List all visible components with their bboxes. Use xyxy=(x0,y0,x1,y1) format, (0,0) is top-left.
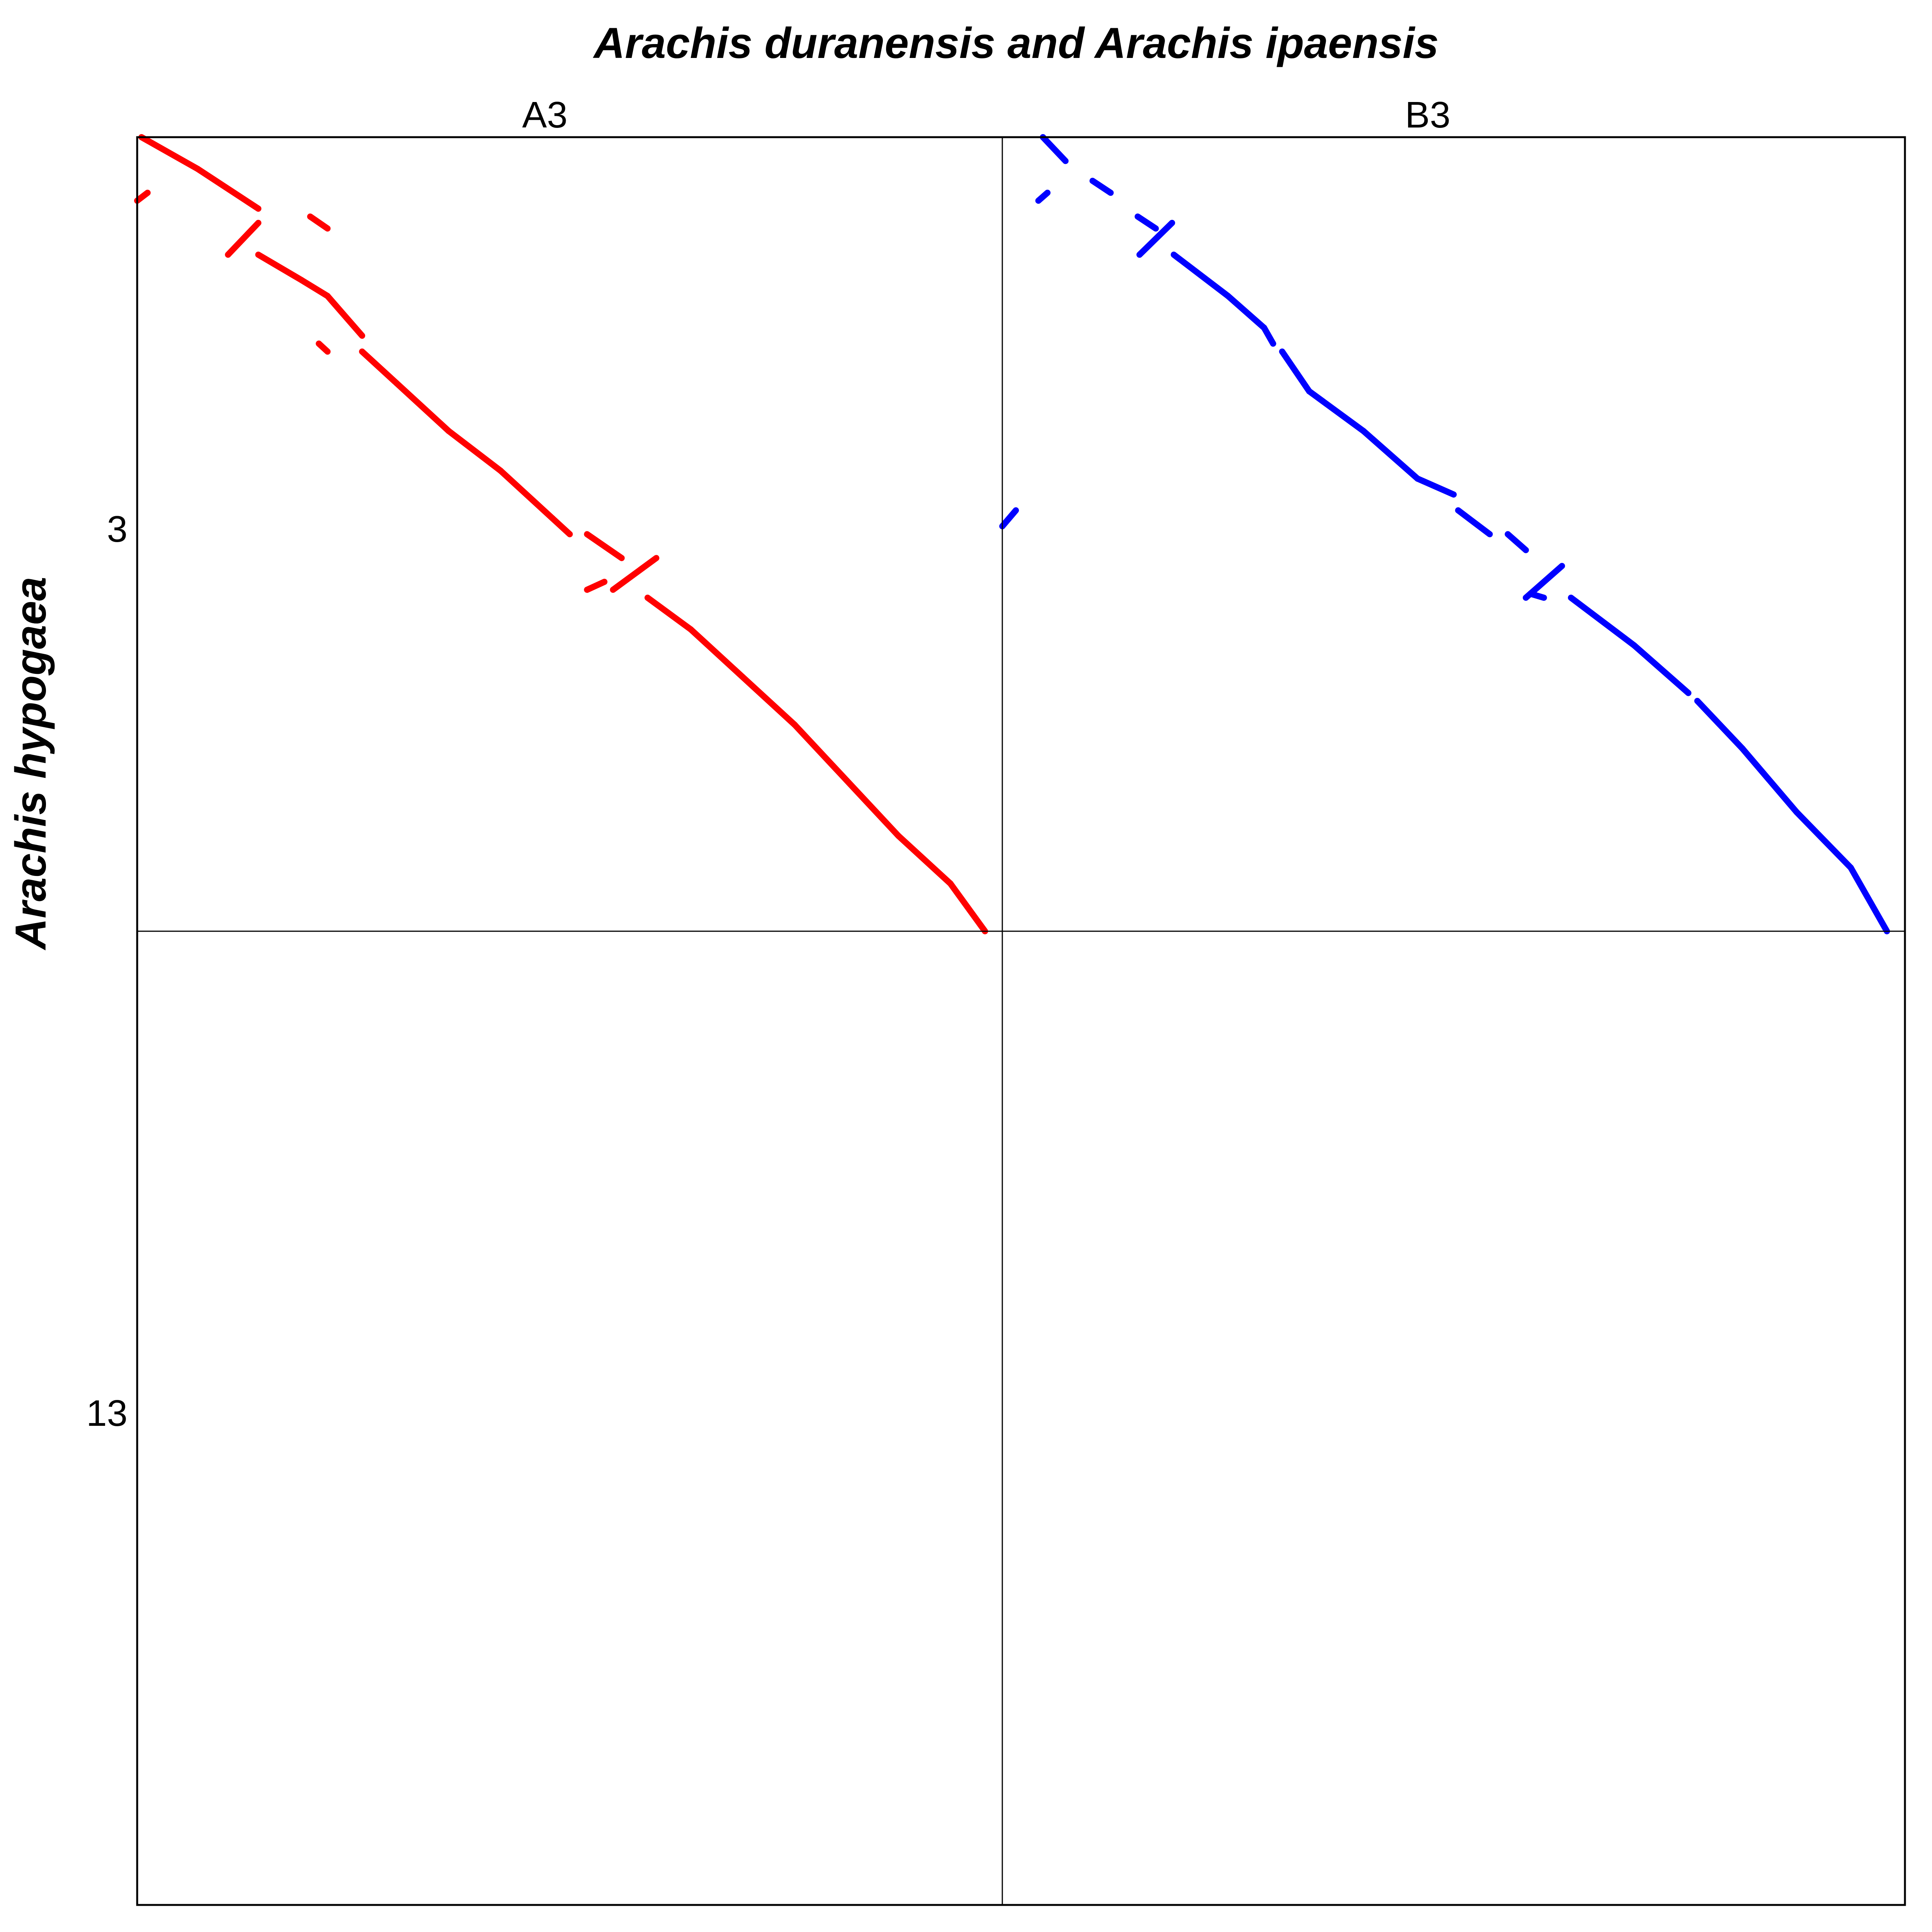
alignment-segment-b3-5 xyxy=(1170,252,1231,299)
alignment-segment-a3-11 xyxy=(446,428,504,474)
alignment-segment-b3-13 xyxy=(1505,531,1529,553)
alignment-segment-a3-10 xyxy=(393,380,452,434)
alignment-segment-a3-2 xyxy=(134,189,151,204)
alignment-segment-a3-9 xyxy=(359,348,400,386)
alignment-segment-a3-12 xyxy=(497,468,556,522)
alignment-segment-a3-6 xyxy=(298,277,331,299)
alignment-segment-b3-4 xyxy=(1136,219,1175,258)
alignment-segment-b3-7 xyxy=(1261,325,1276,347)
alignment-segment-b3-1 xyxy=(1089,178,1114,196)
alignment-segment-b3-0 xyxy=(1040,134,1069,164)
alignment-segment-a3-23 xyxy=(947,880,988,934)
alignment-segment-a3-13 xyxy=(549,515,573,537)
panel-label-b3: B3 xyxy=(1405,94,1450,136)
alignment-segment-a3-22 xyxy=(895,833,954,887)
panel-label-a3: A3 xyxy=(522,94,567,136)
alignment-segment-b3-6 xyxy=(1225,293,1267,331)
alignment-segment-b3-17 xyxy=(1568,594,1638,649)
alignment-segment-b3-2 xyxy=(1035,189,1051,204)
alignment-segment-a3-21 xyxy=(844,777,902,839)
alignment-segment-b3-20 xyxy=(1739,745,1800,815)
alignment-segment-b3-12 xyxy=(1455,507,1493,537)
alignment-segment-b3-10 xyxy=(1360,428,1421,482)
alignment-segment-b3-3 xyxy=(1134,213,1159,232)
alignment-segment-a3-3 xyxy=(307,213,331,232)
alignment-segment-b3-8 xyxy=(1279,348,1313,395)
alignment-segment-a3-15 xyxy=(584,578,608,593)
y-tick-label-3: 3 xyxy=(107,509,128,550)
alignment-segment-a3-16 xyxy=(610,555,660,593)
alignment-segment-a3-8 xyxy=(316,340,331,355)
alignment-segment-a3-20 xyxy=(791,721,850,784)
alignment-segment-a3-19 xyxy=(740,674,798,728)
chart-title: Arachis duranensis and Arachis ipaensis xyxy=(593,19,1439,67)
alignment-segment-a3-17 xyxy=(645,594,694,633)
alignment-segment-b3-21 xyxy=(1793,809,1854,871)
alignment-segment-b3-19 xyxy=(1694,698,1746,752)
y-tick-label-13: 13 xyxy=(86,1393,128,1434)
alignment-segment-b3-16 xyxy=(1522,563,1565,601)
alignment-segment-a3-0 xyxy=(138,134,201,172)
alignment-segment-a3-5 xyxy=(255,252,305,283)
alignment-segment-a3-18 xyxy=(688,626,746,680)
alignment-segment-b3-14 xyxy=(999,507,1019,529)
alignment-segment-b3-11 xyxy=(1414,475,1457,498)
alignment-segment-a3-7 xyxy=(324,293,366,339)
alignment-segment-a3-1 xyxy=(194,166,262,212)
alignment-segment-a3-14 xyxy=(584,531,625,561)
alignment-segment-b3-9 xyxy=(1306,388,1367,434)
alignment-segment-a3-4 xyxy=(225,219,262,258)
y-axis-label: Arachis hypogaea xyxy=(7,577,55,951)
alignment-segment-b3-22 xyxy=(1847,864,1890,934)
plot-frame xyxy=(136,136,1906,1906)
alignment-segment-b3-18 xyxy=(1631,642,1692,696)
alignment-marks xyxy=(134,134,1890,934)
